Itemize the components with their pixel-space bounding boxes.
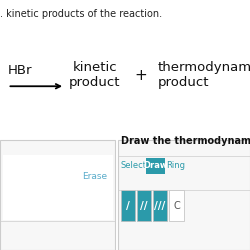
Bar xyxy=(120,190,135,221)
Text: ///: /// xyxy=(154,200,166,210)
Text: /: / xyxy=(126,200,130,210)
Text: Ring: Ring xyxy=(166,161,185,170)
Text: kinetic
product: kinetic product xyxy=(69,61,121,89)
Text: . kinetic products of the reaction.: . kinetic products of the reaction. xyxy=(0,9,162,19)
Bar xyxy=(118,140,250,250)
Text: //: // xyxy=(140,200,147,210)
Bar xyxy=(2,155,112,220)
Text: HBr: HBr xyxy=(8,64,32,76)
Bar xyxy=(137,190,151,221)
Text: Select: Select xyxy=(121,161,147,170)
Bar xyxy=(146,158,165,174)
Bar xyxy=(169,190,184,221)
Text: Draw the thermodynamic: Draw the thermodynamic xyxy=(121,136,250,146)
Text: +: + xyxy=(135,68,147,82)
Text: Draw: Draw xyxy=(143,161,168,170)
Bar xyxy=(0,140,115,250)
Text: C: C xyxy=(173,200,180,210)
Text: Erase: Erase xyxy=(82,172,108,181)
Bar xyxy=(153,190,167,221)
Text: thermodynamic
product: thermodynamic product xyxy=(158,61,250,89)
